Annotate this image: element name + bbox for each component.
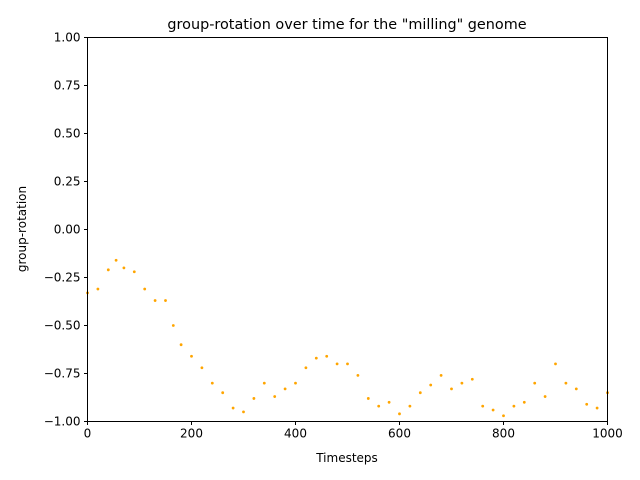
data-point <box>164 299 167 302</box>
data-point <box>356 374 360 377</box>
data-point <box>387 400 391 404</box>
y-tick-label: 0.25 <box>54 175 81 189</box>
data-point <box>512 404 516 408</box>
y-tick-label: −1.00 <box>44 415 81 429</box>
data-point <box>179 343 183 347</box>
data-point <box>450 387 453 391</box>
x-tick-label: 400 <box>284 427 307 441</box>
x-axis-ticks: 0 200 400 600 800 1000 <box>84 421 623 441</box>
data-point <box>470 377 474 381</box>
data-point <box>408 404 412 408</box>
data-point <box>273 395 277 398</box>
data-point <box>122 266 126 270</box>
data-point <box>252 397 256 400</box>
data-point <box>114 258 118 262</box>
data-point <box>585 402 589 406</box>
x-axis-label: Timesteps <box>315 451 378 465</box>
data-point <box>283 387 287 391</box>
data-point <box>439 374 443 377</box>
data-point <box>502 414 505 418</box>
data-points <box>86 258 609 418</box>
data-point <box>595 406 599 410</box>
data-point <box>398 412 401 416</box>
data-point <box>242 410 245 414</box>
data-point <box>481 404 485 408</box>
data-point <box>574 387 578 391</box>
data-point <box>171 324 175 327</box>
y-tick-label: −0.50 <box>44 319 81 333</box>
data-point <box>262 381 266 385</box>
data-point <box>132 270 136 274</box>
data-point <box>304 366 308 370</box>
data-point <box>533 381 537 385</box>
y-tick-label: 1.00 <box>54 31 81 45</box>
data-point <box>460 381 464 385</box>
data-point <box>522 400 526 404</box>
x-tick-label: 1000 <box>592 427 623 441</box>
y-axis-label: group-rotation <box>15 186 29 272</box>
data-point <box>491 408 495 412</box>
data-point <box>418 391 422 395</box>
data-point <box>294 381 297 385</box>
x-tick-label: 600 <box>388 427 411 441</box>
y-tick-label: −0.25 <box>44 271 81 285</box>
y-tick-label: −0.75 <box>44 367 81 381</box>
chart-title: group-rotation over time for the "millin… <box>167 17 526 33</box>
data-point <box>325 354 329 358</box>
data-point <box>554 362 557 366</box>
data-point <box>153 299 157 302</box>
data-point <box>429 383 433 387</box>
y-axis-ticks: −1.00 −0.75 −0.50 −0.25 0.00 0.25 0.50 0.75 1.00 <box>44 31 88 429</box>
x-tick-label: 0 <box>84 427 92 441</box>
data-point <box>96 287 100 291</box>
data-point <box>200 366 204 370</box>
y-tick-label: 0.50 <box>54 127 81 141</box>
y-tick-label: 0.00 <box>54 223 81 237</box>
data-point <box>143 287 147 291</box>
x-tick-label: 800 <box>492 427 515 441</box>
y-tick-label: 0.75 <box>54 79 81 93</box>
data-point <box>564 381 568 385</box>
data-point <box>346 362 349 366</box>
data-point <box>190 354 193 358</box>
data-point <box>335 362 339 366</box>
x-tick-label: 200 <box>180 427 203 441</box>
data-point <box>314 356 318 360</box>
data-point <box>231 406 235 410</box>
data-point <box>377 404 381 408</box>
data-point <box>106 268 110 272</box>
data-point <box>543 395 547 398</box>
data-point <box>366 397 370 400</box>
data-point <box>210 381 214 385</box>
data-point <box>221 391 225 395</box>
